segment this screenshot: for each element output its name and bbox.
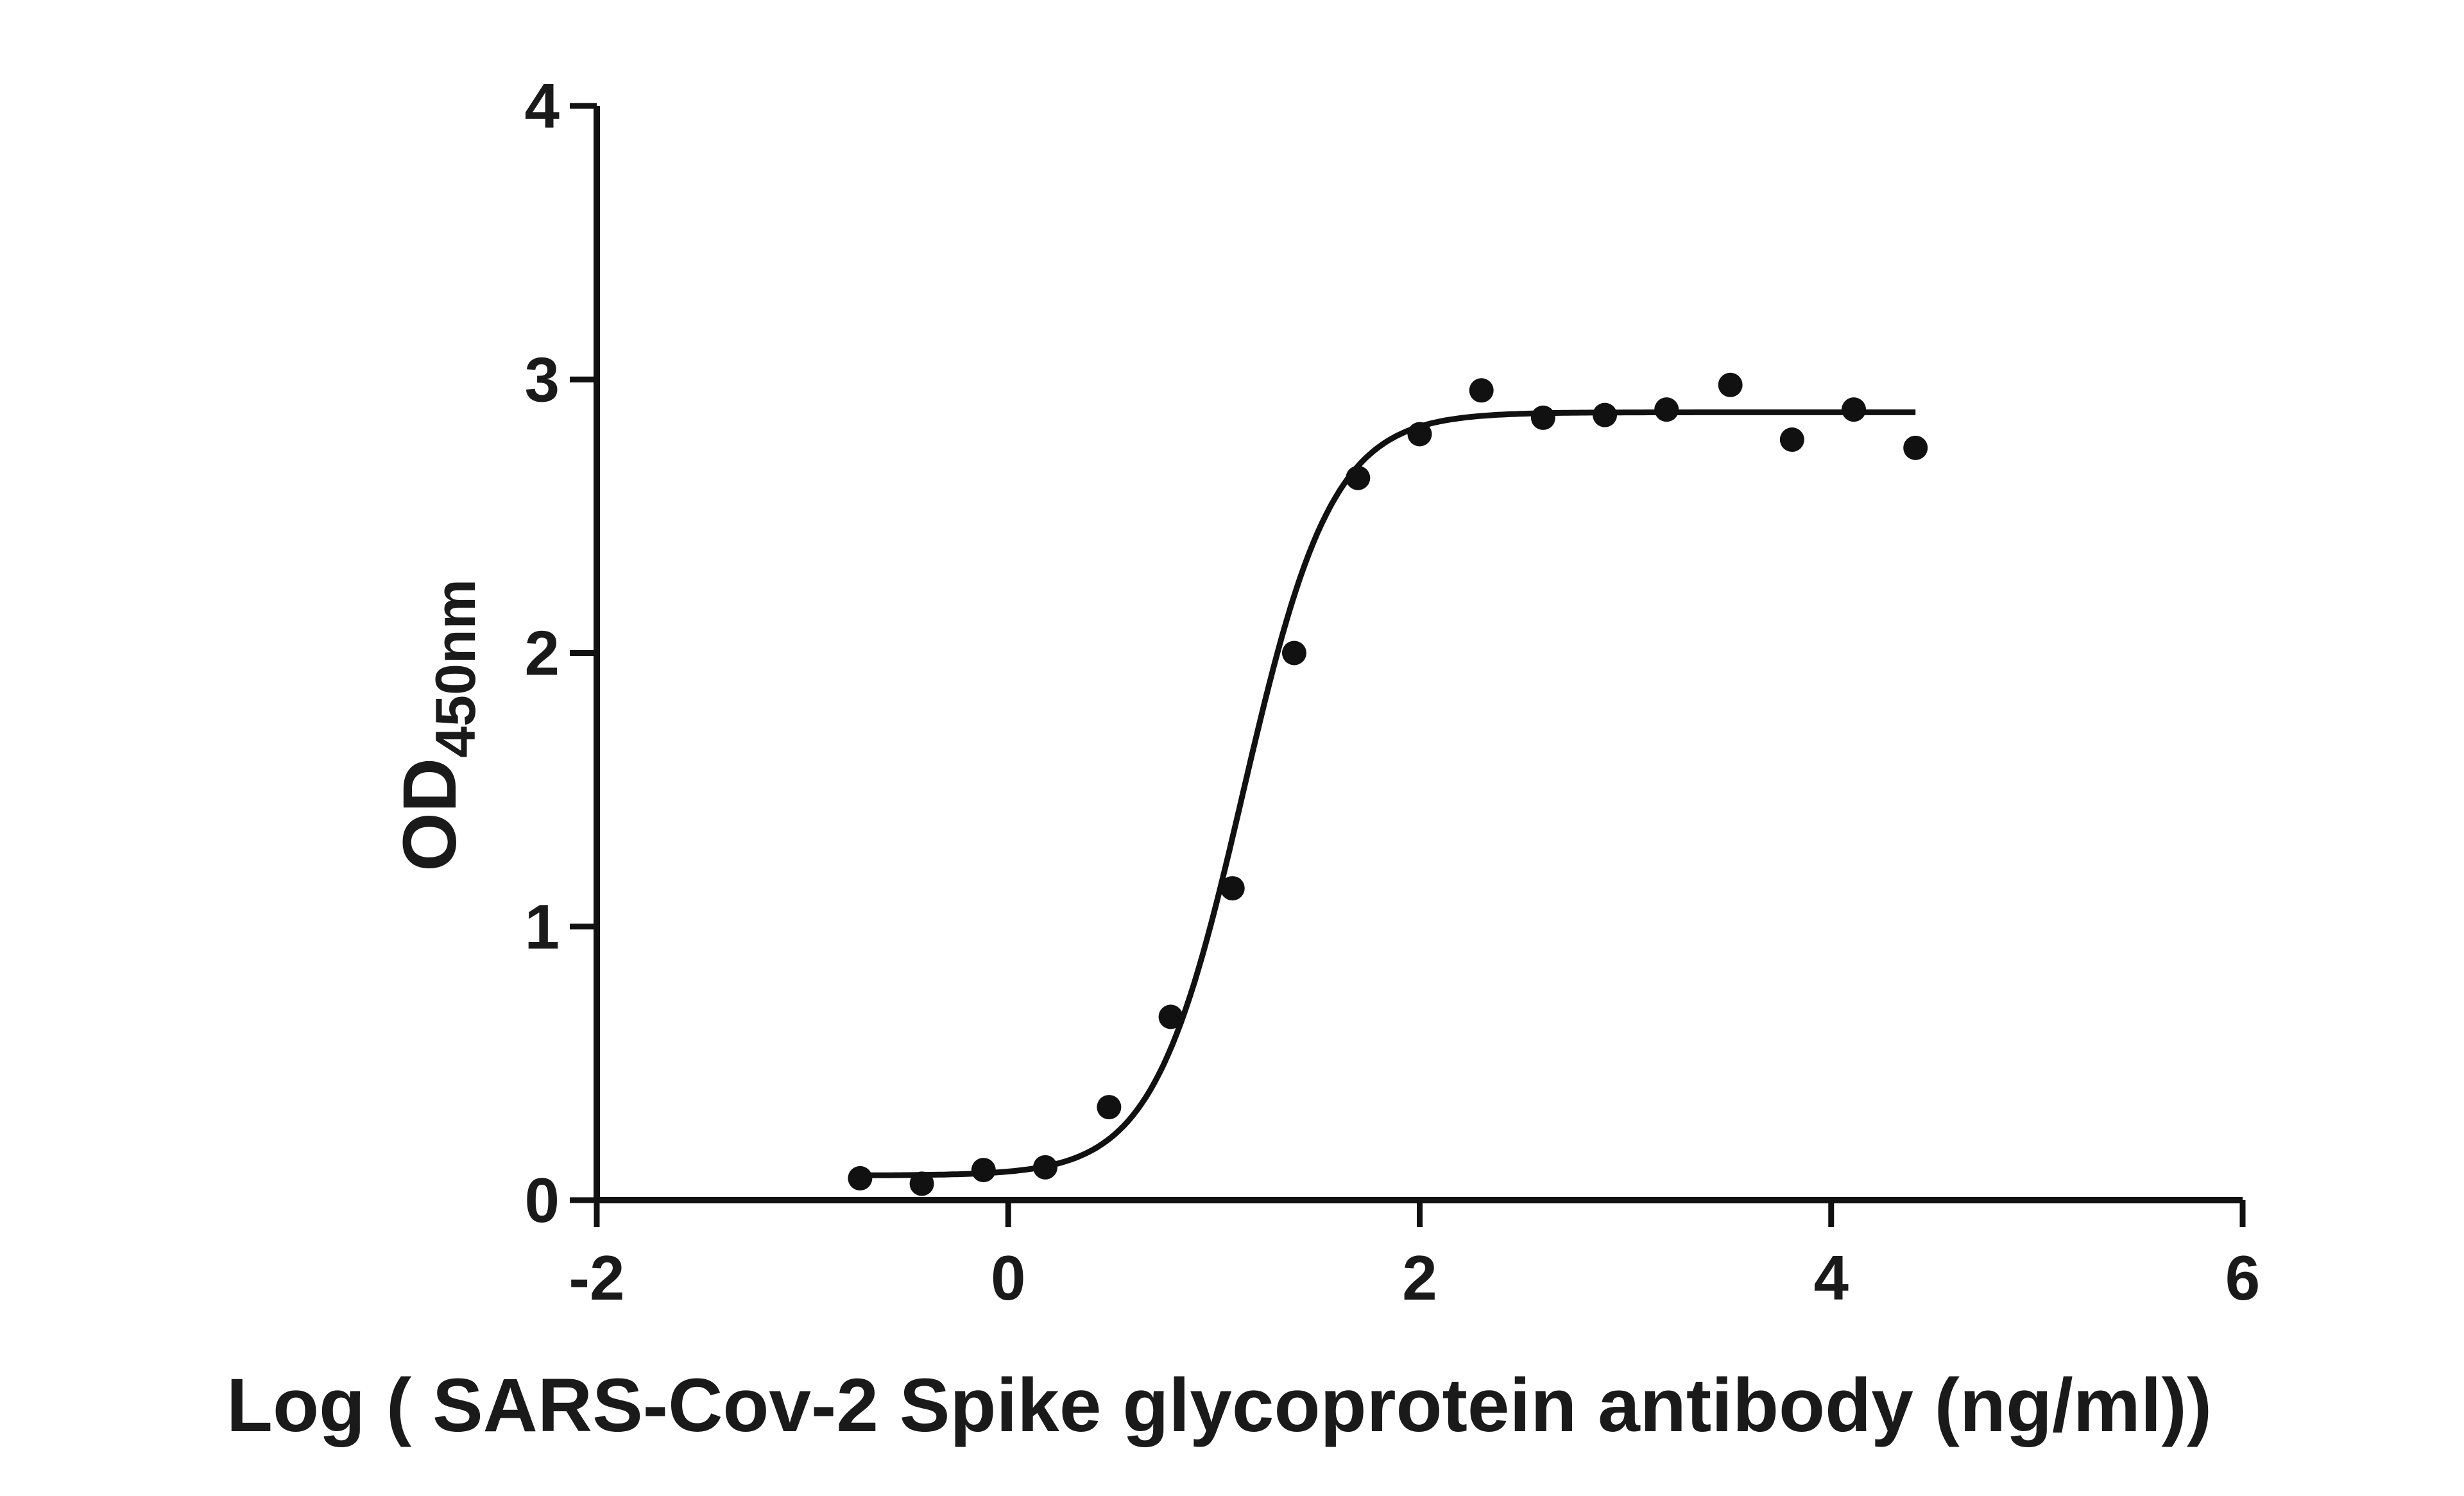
y-axis-title-subscript: 450nm — [424, 579, 487, 758]
x-axis-title: Log ( SARS-Cov-2 Spike glycoprotein anti… — [227, 1363, 2212, 1448]
data-point — [1530, 405, 1555, 430]
data-point — [1842, 397, 1867, 422]
y-axis-ticks: 0 1 2 3 4 — [524, 71, 597, 1235]
data-point — [1779, 427, 1804, 452]
data-point — [909, 1171, 934, 1196]
y-tick-label: 1 — [524, 891, 560, 962]
data-point — [1593, 402, 1618, 427]
data-point — [1158, 1004, 1183, 1029]
x-axis-ticks: -2 0 2 4 6 — [569, 1200, 2260, 1313]
x-tick-label: 0 — [991, 1242, 1026, 1313]
data-point — [1469, 378, 1494, 403]
fit-curve — [860, 409, 1916, 1178]
data-point — [848, 1165, 873, 1191]
data-point — [1281, 641, 1306, 666]
x-tick-label: -2 — [569, 1242, 624, 1313]
x-tick-label: 2 — [1402, 1242, 1437, 1313]
y-tick-label: 3 — [524, 344, 560, 415]
data-point — [1346, 465, 1371, 490]
y-tick-label: 2 — [524, 618, 560, 689]
data-point — [1654, 397, 1679, 422]
y-tick-label: 0 — [524, 1165, 560, 1235]
y-axis-title-main: OD — [388, 758, 472, 872]
data-point — [1407, 422, 1432, 447]
y-axis-title: OD450nm — [388, 579, 487, 872]
y-tick-label: 4 — [524, 71, 560, 141]
data-point — [1718, 372, 1743, 397]
x-tick-label: 4 — [1813, 1242, 1849, 1313]
data-point — [1032, 1155, 1057, 1180]
axes — [594, 106, 2243, 1203]
x-tick-label: 6 — [2225, 1242, 2261, 1313]
data-point — [1097, 1095, 1122, 1120]
data-point — [1220, 876, 1245, 901]
data-point — [971, 1158, 996, 1183]
data-point — [1903, 435, 1928, 460]
plot-area — [848, 372, 1928, 1196]
